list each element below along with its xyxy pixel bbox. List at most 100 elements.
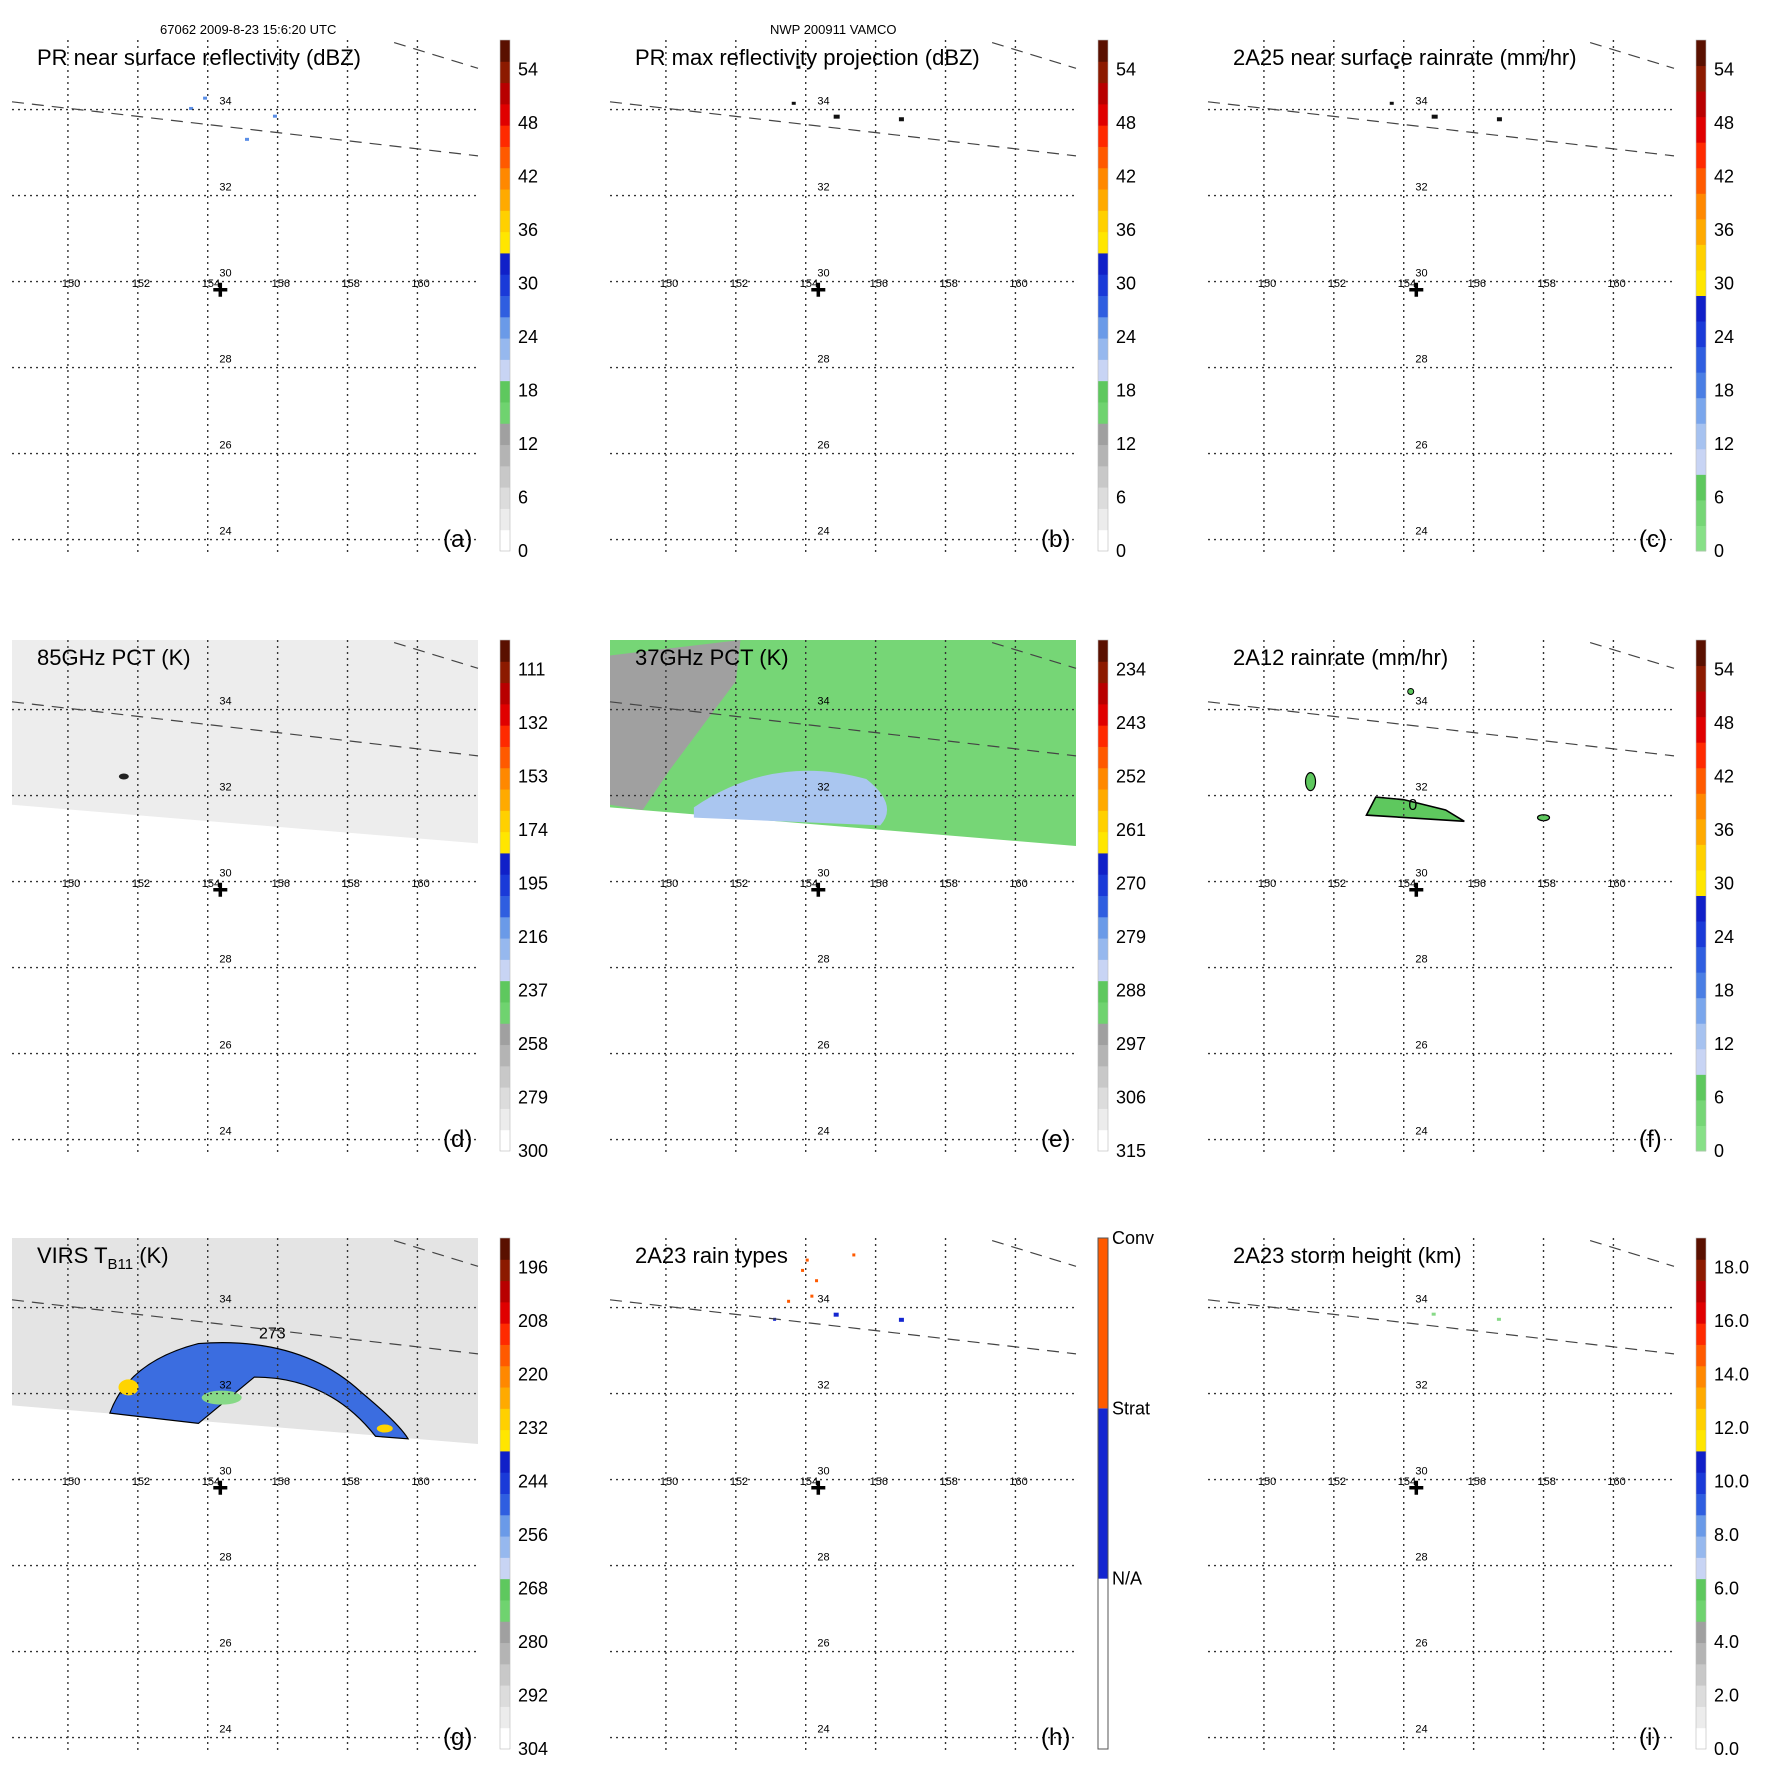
colorbar-tick-label: 279 xyxy=(1116,927,1146,947)
colorbar-segment xyxy=(1696,1387,1706,1409)
colorbar-category-label: Strat xyxy=(1112,1398,1150,1418)
colorbar-segment xyxy=(1696,244,1706,271)
colorbar-segment xyxy=(1696,895,1706,922)
colorbar-segment xyxy=(1696,423,1706,450)
colorbar-segment xyxy=(1098,1065,1108,1088)
colorbar-segment xyxy=(1098,189,1108,211)
colorbar-segment xyxy=(1098,1023,1108,1046)
lon-tick-label: 160 xyxy=(1009,1476,1027,1488)
lat-tick-label: 28 xyxy=(219,354,231,366)
swath-edge-lower xyxy=(1207,1299,1675,1355)
data-pixel xyxy=(1389,101,1394,105)
colorbar-segment xyxy=(1696,474,1706,501)
colorbar-tick-label: 30 xyxy=(1714,873,1734,893)
lon-tick-label: 154 xyxy=(202,278,220,290)
colorbar-segment xyxy=(500,189,510,211)
data-pixel xyxy=(1431,1312,1436,1316)
colorbar-frame xyxy=(1695,1237,1707,1750)
figure-header-left: 67062 2009-8-23 15:6:20 UTC xyxy=(160,22,337,37)
colorbar-tick-label: 48 xyxy=(1116,113,1136,133)
colorbar-segment xyxy=(1098,1408,1108,1579)
data-pixel xyxy=(796,65,801,69)
lat-tick-label: 32 xyxy=(219,782,231,794)
colorbar-segment xyxy=(500,682,510,705)
colorbar-segment xyxy=(1696,1514,1706,1537)
colorbar-tick-label: 304 xyxy=(518,1739,548,1759)
lon-tick-label: 152 xyxy=(132,1476,150,1488)
panel-title: 2A12 rainrate (mm/hr) xyxy=(1233,645,1448,670)
lat-tick-label: 24 xyxy=(219,526,231,538)
lat-tick-label: 30 xyxy=(219,868,231,880)
swath-edge-lower xyxy=(1207,101,1675,157)
lat-tick-label: 34 xyxy=(817,96,829,108)
lon-tick-label: 156 xyxy=(1468,278,1486,290)
storm-center-marker xyxy=(811,882,826,897)
lon-tick-label: 160 xyxy=(1009,278,1027,290)
colorbar-category-label: N/A xyxy=(1112,1569,1142,1589)
colorbar-segment xyxy=(1696,972,1706,999)
panel-label: (a) xyxy=(443,526,472,553)
colorbar-tick-label: 300 xyxy=(518,1141,548,1161)
colorbar-segment xyxy=(500,1001,510,1024)
swath-edge-lower xyxy=(609,701,1077,757)
colorbar-tick-label: 36 xyxy=(1714,820,1734,840)
colorbar-tick-label: 252 xyxy=(1116,766,1146,786)
colorbar-segment xyxy=(500,125,510,147)
colorbar-segment xyxy=(500,487,510,509)
colorbar-segment xyxy=(500,1259,510,1282)
colorbar-segment xyxy=(1098,146,1108,169)
colorbar-segment xyxy=(1098,640,1108,662)
data-pixel xyxy=(833,114,840,119)
swath-edge-upper xyxy=(1589,1240,1675,1267)
colorbar-tick-label: 12 xyxy=(1714,1034,1734,1054)
colorbar-tick-label: 30 xyxy=(1714,273,1734,293)
colorbar-tick-label: 0 xyxy=(1116,541,1126,561)
colorbar-segment xyxy=(1098,295,1108,318)
lon-tick-label: 160 xyxy=(1607,1476,1625,1488)
colorbar-segment xyxy=(1696,716,1706,743)
rain-cell xyxy=(1407,688,1415,695)
lat-tick-label: 28 xyxy=(1415,1552,1427,1564)
lat-tick-label: 28 xyxy=(817,354,829,366)
swath-edge-upper xyxy=(393,642,479,669)
colorbar-segment xyxy=(1696,1493,1706,1516)
colorbar-segment xyxy=(500,703,510,726)
lon-tick-label: 150 xyxy=(62,278,80,290)
colorbar-tick-label: 12 xyxy=(1714,434,1734,454)
colorbar-tick-label: 36 xyxy=(1714,220,1734,240)
colorbar-segment xyxy=(1696,1408,1706,1431)
lat-tick-label: 32 xyxy=(219,182,231,194)
colorbar-tick-label: 220 xyxy=(518,1364,548,1384)
swath-edge-upper xyxy=(991,642,1077,669)
colorbar-segment xyxy=(1098,103,1108,126)
colorbar-segment xyxy=(1098,703,1108,726)
colorbar-segment xyxy=(1098,1129,1108,1152)
lat-tick-label: 24 xyxy=(817,1724,829,1736)
lon-tick-label: 160 xyxy=(1607,878,1625,890)
colorbar-segment xyxy=(500,316,510,339)
panel-g: 273 34 32 30 28 26 24 150 152 154 156 158 160 VIRS TB… xyxy=(11,1237,548,1759)
storm-center-marker xyxy=(811,282,826,297)
colorbar-segment xyxy=(1696,193,1706,220)
colorbar-segment xyxy=(1696,691,1706,718)
data-pixel xyxy=(787,1299,791,1303)
colorbar-segment xyxy=(1098,231,1108,254)
colorbar-segment xyxy=(1098,252,1108,275)
lat-tick-label: 30 xyxy=(219,268,231,280)
colorbar-segment xyxy=(500,1301,510,1324)
colorbar-segment xyxy=(1696,1074,1706,1101)
colorbar-segment xyxy=(1098,895,1108,918)
colorbar-segment xyxy=(1696,397,1706,424)
colorbar-tick-label: 30 xyxy=(1116,273,1136,293)
colorbar-tick-label: 0 xyxy=(1714,541,1724,561)
colorbar-tick-label: 6 xyxy=(1714,487,1724,507)
colorbar-tick-label: 279 xyxy=(518,1087,548,1107)
colorbar-tick-label: 243 xyxy=(1116,713,1146,733)
data-pixel xyxy=(1431,114,1438,119)
colorbar-segment xyxy=(1696,1048,1706,1075)
lon-tick-label: 152 xyxy=(1328,278,1346,290)
cold-core xyxy=(376,1424,393,1433)
colorbar-segment xyxy=(500,1408,510,1431)
colorbar-tick-label: 12 xyxy=(518,434,538,454)
colorbar-tick-label: 174 xyxy=(518,820,548,840)
